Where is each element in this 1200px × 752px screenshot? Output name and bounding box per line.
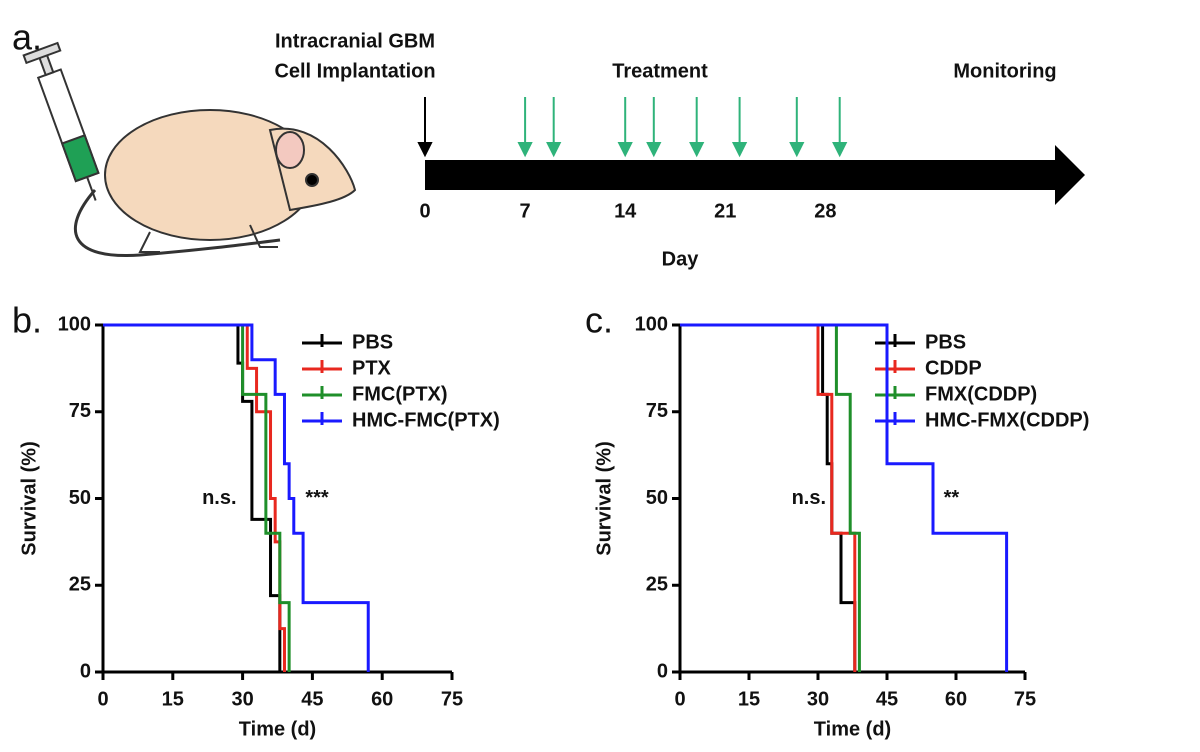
legend-label: HMC-FMX(CDDP): [925, 409, 1089, 431]
legend-label: FMX(CDDP): [925, 383, 1037, 405]
day-tick-label: 28: [814, 200, 836, 222]
annotation: n.s.: [202, 487, 236, 509]
timeline-bar: [425, 145, 1085, 205]
legend-swatch: [302, 386, 342, 399]
x-tick-label: 75: [1014, 688, 1036, 710]
legend-swatch: [302, 334, 342, 347]
x-tick-label: 0: [674, 688, 685, 710]
y-tick-label: 25: [646, 574, 668, 596]
axis-label: Day: [662, 248, 700, 270]
y-tick-label: 75: [69, 400, 91, 422]
survival-curve: [680, 323, 857, 672]
implantation-label: Cell Implantation: [274, 60, 435, 82]
x-tick-label: 75: [441, 688, 463, 710]
x-tick-label: 60: [371, 688, 393, 710]
legend-label: FMC(PTX): [352, 383, 448, 405]
y-tick-label: 25: [69, 574, 91, 596]
day-arrow: [617, 97, 633, 158]
legend-label: PBS: [925, 331, 966, 353]
y-tick-label: 0: [657, 660, 668, 682]
x-tick-label: 45: [876, 688, 898, 710]
y-tick-label: 100: [635, 313, 668, 335]
survival-curve: [680, 323, 857, 672]
y-axis-label: Survival (%): [18, 441, 40, 555]
annotation: **: [944, 487, 960, 509]
x-tick-label: 30: [231, 688, 253, 710]
survival-curve: [103, 323, 370, 672]
panel-label: a.: [12, 17, 42, 58]
day-tick-label: 21: [714, 200, 736, 222]
day-tick-label: 14: [614, 200, 637, 222]
legend-swatch: [302, 412, 342, 425]
day-arrow: [689, 97, 705, 158]
y-tick-label: 100: [58, 313, 91, 335]
panel-label: c.: [585, 300, 613, 341]
legend-swatch: [302, 360, 342, 373]
survival-curve: [680, 323, 1009, 672]
treatment-label: Treatment: [612, 60, 708, 82]
x-tick-label: 15: [738, 688, 760, 710]
panel-label: b.: [12, 300, 42, 341]
day-arrow: [417, 97, 433, 158]
day-arrow: [789, 97, 805, 158]
x-tick-label: 15: [162, 688, 184, 710]
legend-label: PBS: [352, 331, 393, 353]
x-tick-label: 45: [301, 688, 323, 710]
axes: [101, 325, 452, 674]
day-arrow: [517, 97, 533, 158]
day-arrow: [832, 97, 848, 158]
implantation-label: Intracranial GBM: [275, 30, 435, 52]
legend-swatch: [875, 386, 915, 399]
y-tick-label: 0: [80, 660, 91, 682]
legend-swatch: [875, 334, 915, 347]
legend-swatch: [875, 360, 915, 373]
x-tick-label: 30: [807, 688, 829, 710]
y-tick-label: 50: [646, 487, 668, 509]
legend-label: HMC-FMC(PTX): [352, 409, 500, 431]
day-arrow: [646, 97, 662, 158]
survival-curve: [103, 323, 282, 672]
y-axis-label: Survival (%): [593, 441, 615, 555]
annotation: n.s.: [792, 487, 826, 509]
axes: [678, 325, 1025, 674]
legend-label: CDDP: [925, 357, 982, 379]
x-axis-label: Time (d): [239, 718, 316, 740]
day-tick-label: 7: [520, 200, 531, 222]
mouse-illustration: [22, 41, 357, 258]
y-tick-label: 75: [646, 400, 668, 422]
survival-curve: [103, 323, 286, 672]
x-tick-label: 60: [945, 688, 967, 710]
legend-label: PTX: [352, 357, 392, 379]
x-axis-label: Time (d): [814, 718, 891, 740]
annotation: ***: [305, 487, 329, 509]
day-arrow: [731, 97, 748, 158]
legend-swatch: [875, 412, 915, 425]
monitoring-label: Monitoring: [953, 60, 1056, 82]
day-tick-label: 0: [419, 200, 430, 222]
survival-curve: [103, 323, 291, 672]
x-tick-label: 0: [97, 688, 108, 710]
y-tick-label: 50: [69, 487, 91, 509]
day-arrow: [546, 97, 562, 158]
